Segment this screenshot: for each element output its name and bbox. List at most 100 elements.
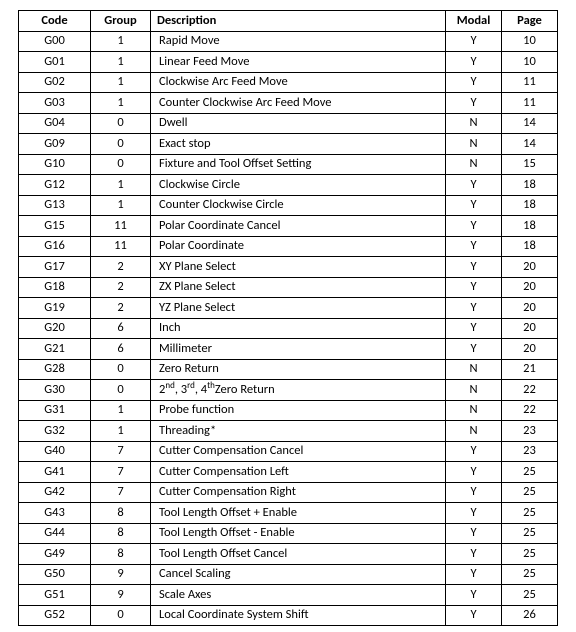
cell-modal: Y: [446, 298, 502, 319]
cell-description: Linear Feed Move: [151, 52, 446, 73]
cell-code: G18: [19, 277, 91, 298]
col-header-code: Code: [19, 11, 91, 32]
cell-page: 14: [502, 134, 558, 155]
cell-modal: Y: [446, 339, 502, 360]
cell-description: Threading*: [151, 421, 446, 442]
cell-code: G20: [19, 318, 91, 339]
table-row: G090Exact stopN14: [19, 134, 558, 155]
cell-modal: N: [446, 154, 502, 175]
cell-group: 7: [91, 482, 151, 503]
cell-group: 11: [91, 236, 151, 257]
cell-modal: Y: [446, 462, 502, 483]
cell-modal: Y: [446, 52, 502, 73]
cell-page: 14: [502, 113, 558, 134]
cell-description: Polar Coordinate: [151, 236, 446, 257]
cell-description: Probe function: [151, 400, 446, 421]
cell-modal: Y: [446, 31, 502, 52]
cell-code: G41: [19, 462, 91, 483]
cell-page: 25: [502, 544, 558, 565]
cell-page: 25: [502, 482, 558, 503]
cell-description: Inch: [151, 318, 446, 339]
cell-description: Dwell: [151, 113, 446, 134]
cell-code: G12: [19, 175, 91, 196]
table-row: G001Rapid MoveY10: [19, 31, 558, 52]
cell-page: 21: [502, 359, 558, 380]
cell-group: 1: [91, 400, 151, 421]
cell-code: G16: [19, 236, 91, 257]
cell-group: 2: [91, 277, 151, 298]
gcode-table: Code Group Description Modal Page G001Ra…: [18, 10, 558, 626]
cell-code: G44: [19, 523, 91, 544]
table-row: G3002nd, 3rd, 4thZero ReturnN22: [19, 380, 558, 401]
cell-page: 25: [502, 585, 558, 606]
cell-page: 11: [502, 93, 558, 114]
cell-page: 22: [502, 380, 558, 401]
cell-group: 0: [91, 113, 151, 134]
cell-description: Fixture and Tool Offset Setting: [151, 154, 446, 175]
cell-code: G31: [19, 400, 91, 421]
cell-group: 7: [91, 462, 151, 483]
cell-description: Exact stop: [151, 134, 446, 155]
cell-page: 23: [502, 441, 558, 462]
cell-modal: Y: [446, 72, 502, 93]
cell-page: 18: [502, 236, 558, 257]
cell-page: 23: [502, 421, 558, 442]
cell-description: Rapid Move: [151, 31, 446, 52]
table-row: G192YZ Plane SelectY20: [19, 298, 558, 319]
cell-code: G43: [19, 503, 91, 524]
cell-code: G40: [19, 441, 91, 462]
cell-group: 0: [91, 380, 151, 401]
cell-page: 20: [502, 277, 558, 298]
cell-code: G13: [19, 195, 91, 216]
cell-group: 8: [91, 523, 151, 544]
cell-group: 1: [91, 72, 151, 93]
cell-description: Counter Clockwise Circle: [151, 195, 446, 216]
cell-page: 20: [502, 298, 558, 319]
table-row: G031Counter Clockwise Arc Feed MoveY11: [19, 93, 558, 114]
table-row: G448Tool Length Offset - EnableY25: [19, 523, 558, 544]
cell-page: 20: [502, 339, 558, 360]
cell-code: G19: [19, 298, 91, 319]
cell-code: G17: [19, 257, 91, 278]
cell-description: Cutter Compensation Right: [151, 482, 446, 503]
cell-group: 0: [91, 134, 151, 155]
cell-page: 22: [502, 400, 558, 421]
cell-page: 18: [502, 216, 558, 237]
cell-group: 1: [91, 195, 151, 216]
table-row: G280Zero ReturnN21: [19, 359, 558, 380]
col-header-modal: Modal: [446, 11, 502, 32]
cell-description: Counter Clockwise Arc Feed Move: [151, 93, 446, 114]
table-row: G438Tool Length Offset + EnableY25: [19, 503, 558, 524]
cell-page: 26: [502, 605, 558, 626]
cell-code: G01: [19, 52, 91, 73]
cell-modal: Y: [446, 175, 502, 196]
cell-modal: Y: [446, 195, 502, 216]
cell-description: Polar Coordinate Cancel: [151, 216, 446, 237]
cell-code: G30: [19, 380, 91, 401]
table-row: G1611Polar CoordinateY18: [19, 236, 558, 257]
cell-code: G21: [19, 339, 91, 360]
col-header-page: Page: [502, 11, 558, 32]
cell-description: Millimeter: [151, 339, 446, 360]
cell-page: 10: [502, 52, 558, 73]
table-row: G1511Polar Coordinate CancelY18: [19, 216, 558, 237]
cell-page: 18: [502, 195, 558, 216]
cell-description: Cutter Compensation Cancel: [151, 441, 446, 462]
cell-group: 9: [91, 564, 151, 585]
cell-modal: Y: [446, 93, 502, 114]
cell-group: 9: [91, 585, 151, 606]
cell-description: Tool Length Offset + Enable: [151, 503, 446, 524]
cell-group: 1: [91, 93, 151, 114]
col-header-group: Group: [91, 11, 151, 32]
cell-page: 20: [502, 318, 558, 339]
cell-group: 1: [91, 175, 151, 196]
cell-page: 25: [502, 564, 558, 585]
cell-description: ZX Plane Select: [151, 277, 446, 298]
cell-modal: Y: [446, 544, 502, 565]
cell-group: 8: [91, 503, 151, 524]
cell-modal: N: [446, 400, 502, 421]
cell-description: Clockwise Arc Feed Move: [151, 72, 446, 93]
cell-modal: N: [446, 134, 502, 155]
cell-description: XY Plane Select: [151, 257, 446, 278]
cell-code: G28: [19, 359, 91, 380]
